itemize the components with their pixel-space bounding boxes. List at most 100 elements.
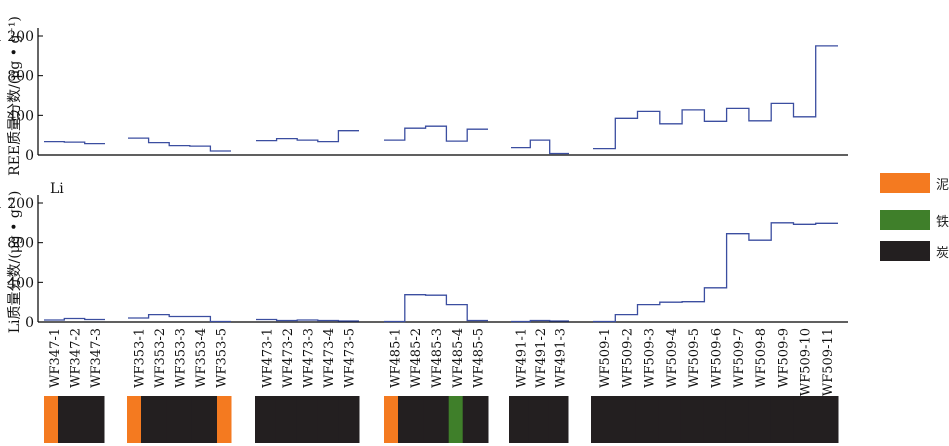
x-tick-label: WF473-5: [343, 328, 358, 388]
step-series: [256, 130, 359, 143]
lithology-column: [44, 396, 839, 443]
step-series: [256, 318, 359, 322]
x-tick-label: WF509-9: [776, 328, 791, 388]
x-tick-label: WF353-2: [153, 328, 168, 388]
x-tick-label: WF485-3: [430, 328, 445, 388]
lithology-band: [462, 396, 489, 443]
x-tick-label: WF509-6: [710, 328, 725, 388]
y-tick-label: 0: [25, 315, 34, 331]
x-tick-label: WF473-4: [322, 328, 337, 388]
x-tick-label: WF353-5: [215, 328, 230, 388]
x-tick-label: WF473-3: [302, 328, 317, 388]
x-tick-label: WF473-1: [260, 328, 275, 388]
lithology-band: [296, 396, 318, 443]
step-series: [384, 125, 488, 142]
legend-item-marly-limestone: 泥质灰岩: [880, 172, 949, 194]
x-tick-label: WF509-10: [799, 328, 814, 396]
x-tick-label: WF509-7: [732, 328, 747, 388]
lithology-band: [793, 396, 817, 443]
x-tick-label: WF509-1: [598, 328, 613, 388]
lithology-band: [680, 396, 704, 443]
x-tick-label: WF485-2: [409, 328, 424, 388]
lithology-band: [44, 396, 59, 443]
lithology-band: [613, 396, 637, 443]
x-tick-label: WF485-5: [472, 328, 487, 388]
y-tick-label: 800: [7, 69, 34, 85]
lithology-band: [770, 396, 794, 443]
x-tick-label: WF473-2: [281, 328, 296, 388]
lithology-band: [423, 396, 450, 443]
step-series: [511, 139, 569, 155]
lithology-band: [658, 396, 682, 443]
lithology-band: [338, 396, 360, 443]
x-tick-label: WF353-3: [174, 328, 189, 388]
lithology-band: [548, 396, 569, 443]
lithology-band: [748, 396, 772, 443]
legend-swatch: [880, 210, 930, 230]
lithology-band: [127, 396, 142, 443]
panel-title: Li: [50, 181, 64, 197]
x-tick-label: WF491-3: [553, 328, 568, 388]
x-tick-label: WF509-4: [665, 328, 680, 388]
lithology-band: [384, 396, 399, 443]
x-tick-labels: WF347-1 WF347-2 WF347-3 WF353-1 WF353-2 WF353…: [48, 328, 836, 396]
x-tick-label: WF491-2: [534, 328, 549, 388]
x-tick-label: WF485-4: [451, 328, 466, 388]
y-tick-label: 1 200: [0, 29, 34, 45]
y-tick-label: 1 200: [0, 196, 34, 212]
lithology-band: [591, 396, 614, 443]
x-tick-label: WF509-11: [821, 328, 836, 396]
x-tick-label: WF347-1: [48, 328, 63, 388]
y-tick-label: 0: [25, 148, 34, 164]
x-tick-label: WF485-1: [388, 328, 403, 388]
y-tick-label: 400: [7, 108, 34, 124]
lithology-band: [528, 396, 549, 443]
step-series: [593, 222, 838, 323]
step-series: [128, 137, 231, 152]
lithology-band: [166, 396, 193, 443]
lithology-band: [635, 396, 659, 443]
x-tick-label: WF491-1: [515, 328, 530, 388]
lithology-band: [725, 396, 749, 443]
lithology-band: [141, 396, 167, 443]
x-tick-label: WF509-3: [643, 328, 658, 388]
x-tick-label: WF347-3: [89, 328, 104, 388]
x-tick-label: WF347-2: [69, 328, 84, 388]
lithology-band: [448, 396, 464, 443]
lithology-band: [703, 396, 727, 443]
legend-swatch: [880, 241, 930, 261]
step-series: [384, 294, 488, 323]
step-series: [44, 140, 105, 145]
legend-swatch: [880, 173, 930, 193]
legend-label: 泥质灰岩: [936, 178, 949, 193]
lithology-band: [317, 396, 339, 443]
x-tick-label: WF509-5: [687, 328, 702, 388]
y-axis-label: Li质量分数/(μg • g⁻¹): [7, 191, 23, 334]
step-series: [128, 313, 231, 323]
step-series: [593, 45, 838, 150]
lithology-band: [81, 396, 105, 443]
lithology-band: [815, 396, 839, 443]
lithology-band: [58, 396, 82, 443]
lithology-band: [398, 396, 424, 443]
legend-item-carbonaceous-mudstone: 炭质泥岩: [880, 240, 949, 262]
legend-label: 炭质泥岩: [936, 246, 949, 261]
lithology-band: [509, 396, 530, 443]
lithology-band: [217, 396, 232, 443]
y-tick-label: 400: [7, 275, 34, 291]
lithology-band: [275, 396, 298, 443]
x-tick-label: WF353-4: [194, 328, 209, 388]
y-tick-label: 800: [7, 236, 34, 252]
lithology-band: [255, 396, 277, 443]
x-tick-label: WF509-8: [754, 328, 769, 388]
legend-item-ferro-aluminous: 铁铝岩: [880, 209, 949, 231]
x-tick-label: WF353-1: [132, 328, 147, 388]
x-tick-label: WF509-2: [620, 328, 635, 388]
y-axis-label: REE质量分数/(μg • g⁻¹): [7, 16, 23, 176]
lithology-band: [191, 396, 218, 443]
step-series: [511, 319, 569, 323]
legend-label: 铁铝岩: [936, 215, 949, 230]
